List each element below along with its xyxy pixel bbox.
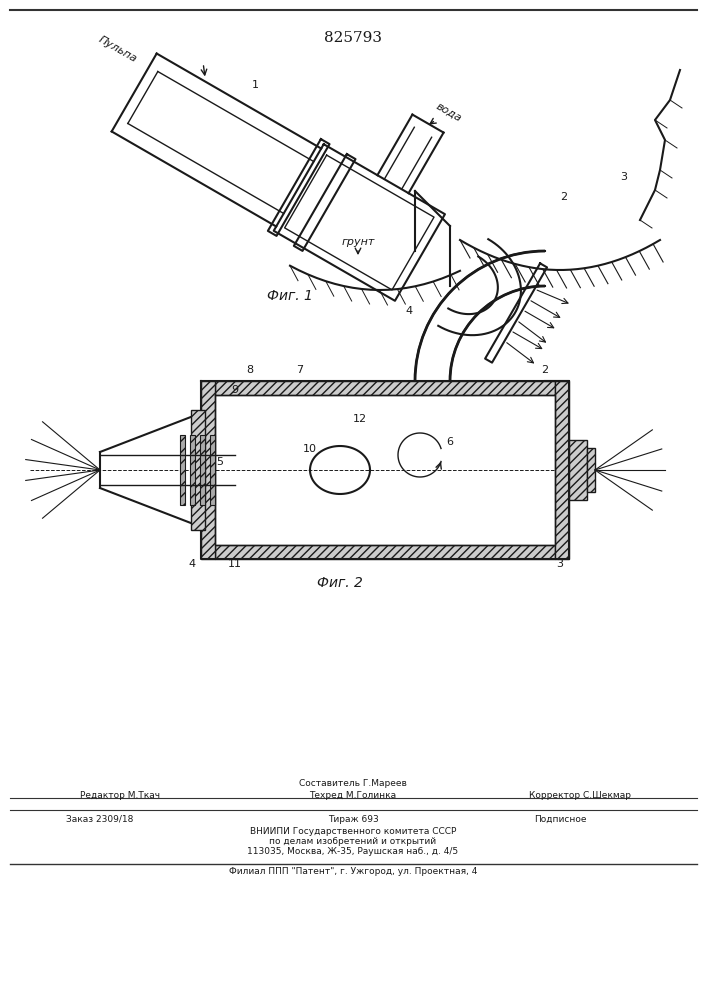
Text: 2: 2 [542, 365, 549, 375]
Text: Пульпа: Пульпа [97, 34, 139, 64]
Bar [587, 448, 595, 492]
Text: Корректор С.Шекмар: Корректор С.Шекмар [529, 791, 631, 800]
Bar [180, 435, 185, 505]
Bar [555, 381, 569, 559]
Text: по делам изобретений и открытий: по делам изобретений и открытий [269, 837, 436, 846]
Text: Фиг. 1: Фиг. 1 [267, 289, 313, 303]
Text: 825793: 825793 [324, 31, 382, 45]
Text: 6: 6 [447, 437, 453, 447]
Text: 4: 4 [405, 306, 412, 316]
Text: 3: 3 [620, 172, 627, 182]
Text: 9: 9 [231, 385, 238, 395]
Text: Редактор М.Ткач: Редактор М.Ткач [80, 791, 160, 800]
Text: ВНИИПИ Государственного комитета СССР: ВНИИПИ Государственного комитета СССР [250, 827, 456, 836]
Text: 5: 5 [216, 457, 223, 467]
Text: Подписное: Подписное [534, 815, 586, 824]
Bar [200, 435, 205, 505]
Text: 3: 3 [556, 559, 563, 569]
Text: Заказ 2309/18: Заказ 2309/18 [66, 815, 134, 824]
Text: Техред М.Голинка: Техред М.Голинка [310, 791, 397, 800]
Bar [215, 381, 555, 395]
Bar [210, 435, 215, 505]
Text: 8: 8 [247, 365, 254, 375]
Text: грунт: грунт [341, 237, 375, 247]
Text: Фиг. 2: Фиг. 2 [317, 576, 363, 590]
Bar [190, 435, 195, 505]
Text: Филиал ППП "Патент", г. Ужгород, ул. Проектная, 4: Филиал ППП "Патент", г. Ужгород, ул. Про… [229, 867, 477, 876]
Bar [191, 410, 205, 530]
Text: 2: 2 [560, 192, 567, 202]
Text: вода: вода [434, 101, 463, 124]
Text: 11: 11 [228, 559, 242, 569]
Text: Составитель Г.Мареев: Составитель Г.Мареев [299, 779, 407, 788]
Text: 12: 12 [353, 414, 367, 424]
Bar [201, 381, 215, 559]
Text: 10: 10 [303, 444, 317, 454]
Bar [569, 440, 587, 500]
Text: 113035, Москва, Ж-35, Раушская наб., д. 4/5: 113035, Москва, Ж-35, Раушская наб., д. … [247, 847, 459, 856]
Text: 4: 4 [189, 559, 196, 569]
Text: 1: 1 [252, 80, 259, 90]
Bar [215, 545, 555, 559]
Text: 7: 7 [296, 365, 303, 375]
Text: Тираж 693: Тираж 693 [327, 815, 378, 824]
